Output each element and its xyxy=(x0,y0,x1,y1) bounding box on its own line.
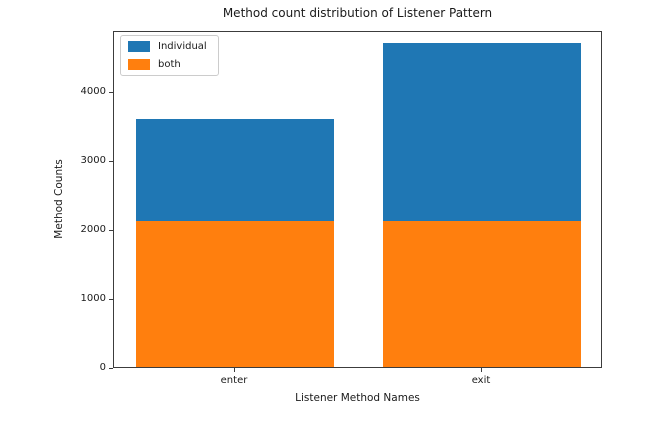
bar-segment-enter-both xyxy=(136,220,334,367)
plot-area: Individual both xyxy=(113,31,602,368)
y-tick-label: 4000 xyxy=(80,85,106,97)
bar-segment-enter-Individual xyxy=(136,118,334,221)
y-tick-mark xyxy=(109,368,113,369)
bar-segment-exit-both xyxy=(383,220,581,367)
y-tick-label: 2000 xyxy=(80,223,106,235)
x-tick-label: exit xyxy=(471,375,491,386)
legend: Individual both xyxy=(120,35,219,76)
y-tick-mark xyxy=(109,229,113,231)
y-tick-label: 1000 xyxy=(80,292,106,304)
legend-entry: Individual xyxy=(128,40,207,53)
y-tick-label: 3000 xyxy=(80,154,106,166)
legend-entry: both xyxy=(128,58,207,71)
y-tick-mark xyxy=(109,160,113,162)
bars-layer xyxy=(114,32,601,367)
y-tick-mark xyxy=(109,298,113,300)
y-tick-mark xyxy=(109,91,113,93)
legend-swatch xyxy=(128,59,150,70)
x-tick-mark xyxy=(234,368,235,372)
x-axis-label: Listener Method Names xyxy=(295,392,420,404)
legend-label: both xyxy=(158,59,181,70)
bar-segment-exit-Individual xyxy=(383,42,581,221)
chart-title: Method count distribution of Listener Pa… xyxy=(222,6,493,20)
legend-swatch xyxy=(128,41,150,52)
x-tick-mark xyxy=(481,368,482,372)
x-tick-label: enter xyxy=(220,375,248,386)
y-tick-label: 0 xyxy=(99,362,106,373)
legend-label: Individual xyxy=(158,41,207,52)
